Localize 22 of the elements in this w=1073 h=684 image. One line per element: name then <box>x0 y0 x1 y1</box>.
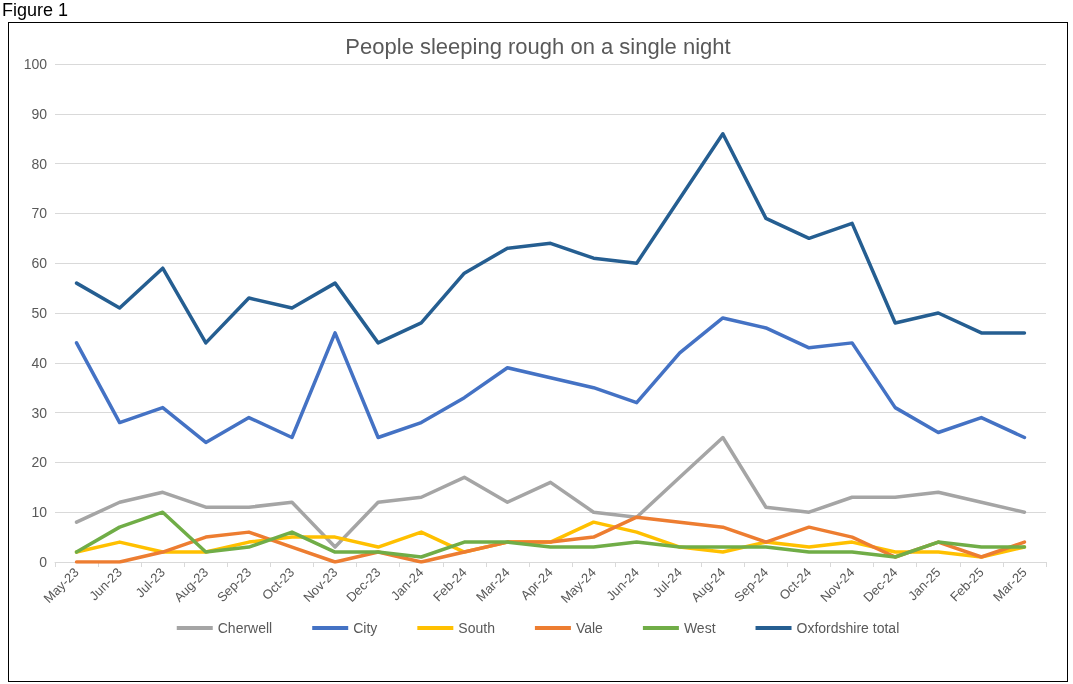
y-tick-label: 50 <box>31 305 48 321</box>
y-tick-label: 30 <box>31 404 48 421</box>
line-series <box>74 316 1027 445</box>
y-tick-label: 90 <box>31 105 48 122</box>
legend-label: South <box>458 620 495 636</box>
y-tick-label: 100 <box>23 56 48 72</box>
y-tick-label: 10 <box>31 504 48 521</box>
legend-label: Oxfordshire total <box>796 620 900 636</box>
legend-label: Vale <box>575 620 604 636</box>
line-series <box>74 435 1027 549</box>
legend-label: West <box>683 620 716 636</box>
legend-label: City <box>353 620 378 636</box>
y-tick-label: 20 <box>31 454 48 471</box>
y-tick-label: 80 <box>31 155 48 172</box>
line-series <box>74 131 1027 345</box>
y-tick-label: 40 <box>31 354 48 371</box>
chart-title: People sleeping rough on a single night <box>345 33 731 59</box>
caption: Figure 1 <box>2 0 69 20</box>
y-tick-label: 0 <box>39 554 48 570</box>
legend-label: Cherwell <box>217 620 273 636</box>
y-tick-label: 70 <box>31 205 48 222</box>
y-tick-label: 60 <box>31 255 48 272</box>
